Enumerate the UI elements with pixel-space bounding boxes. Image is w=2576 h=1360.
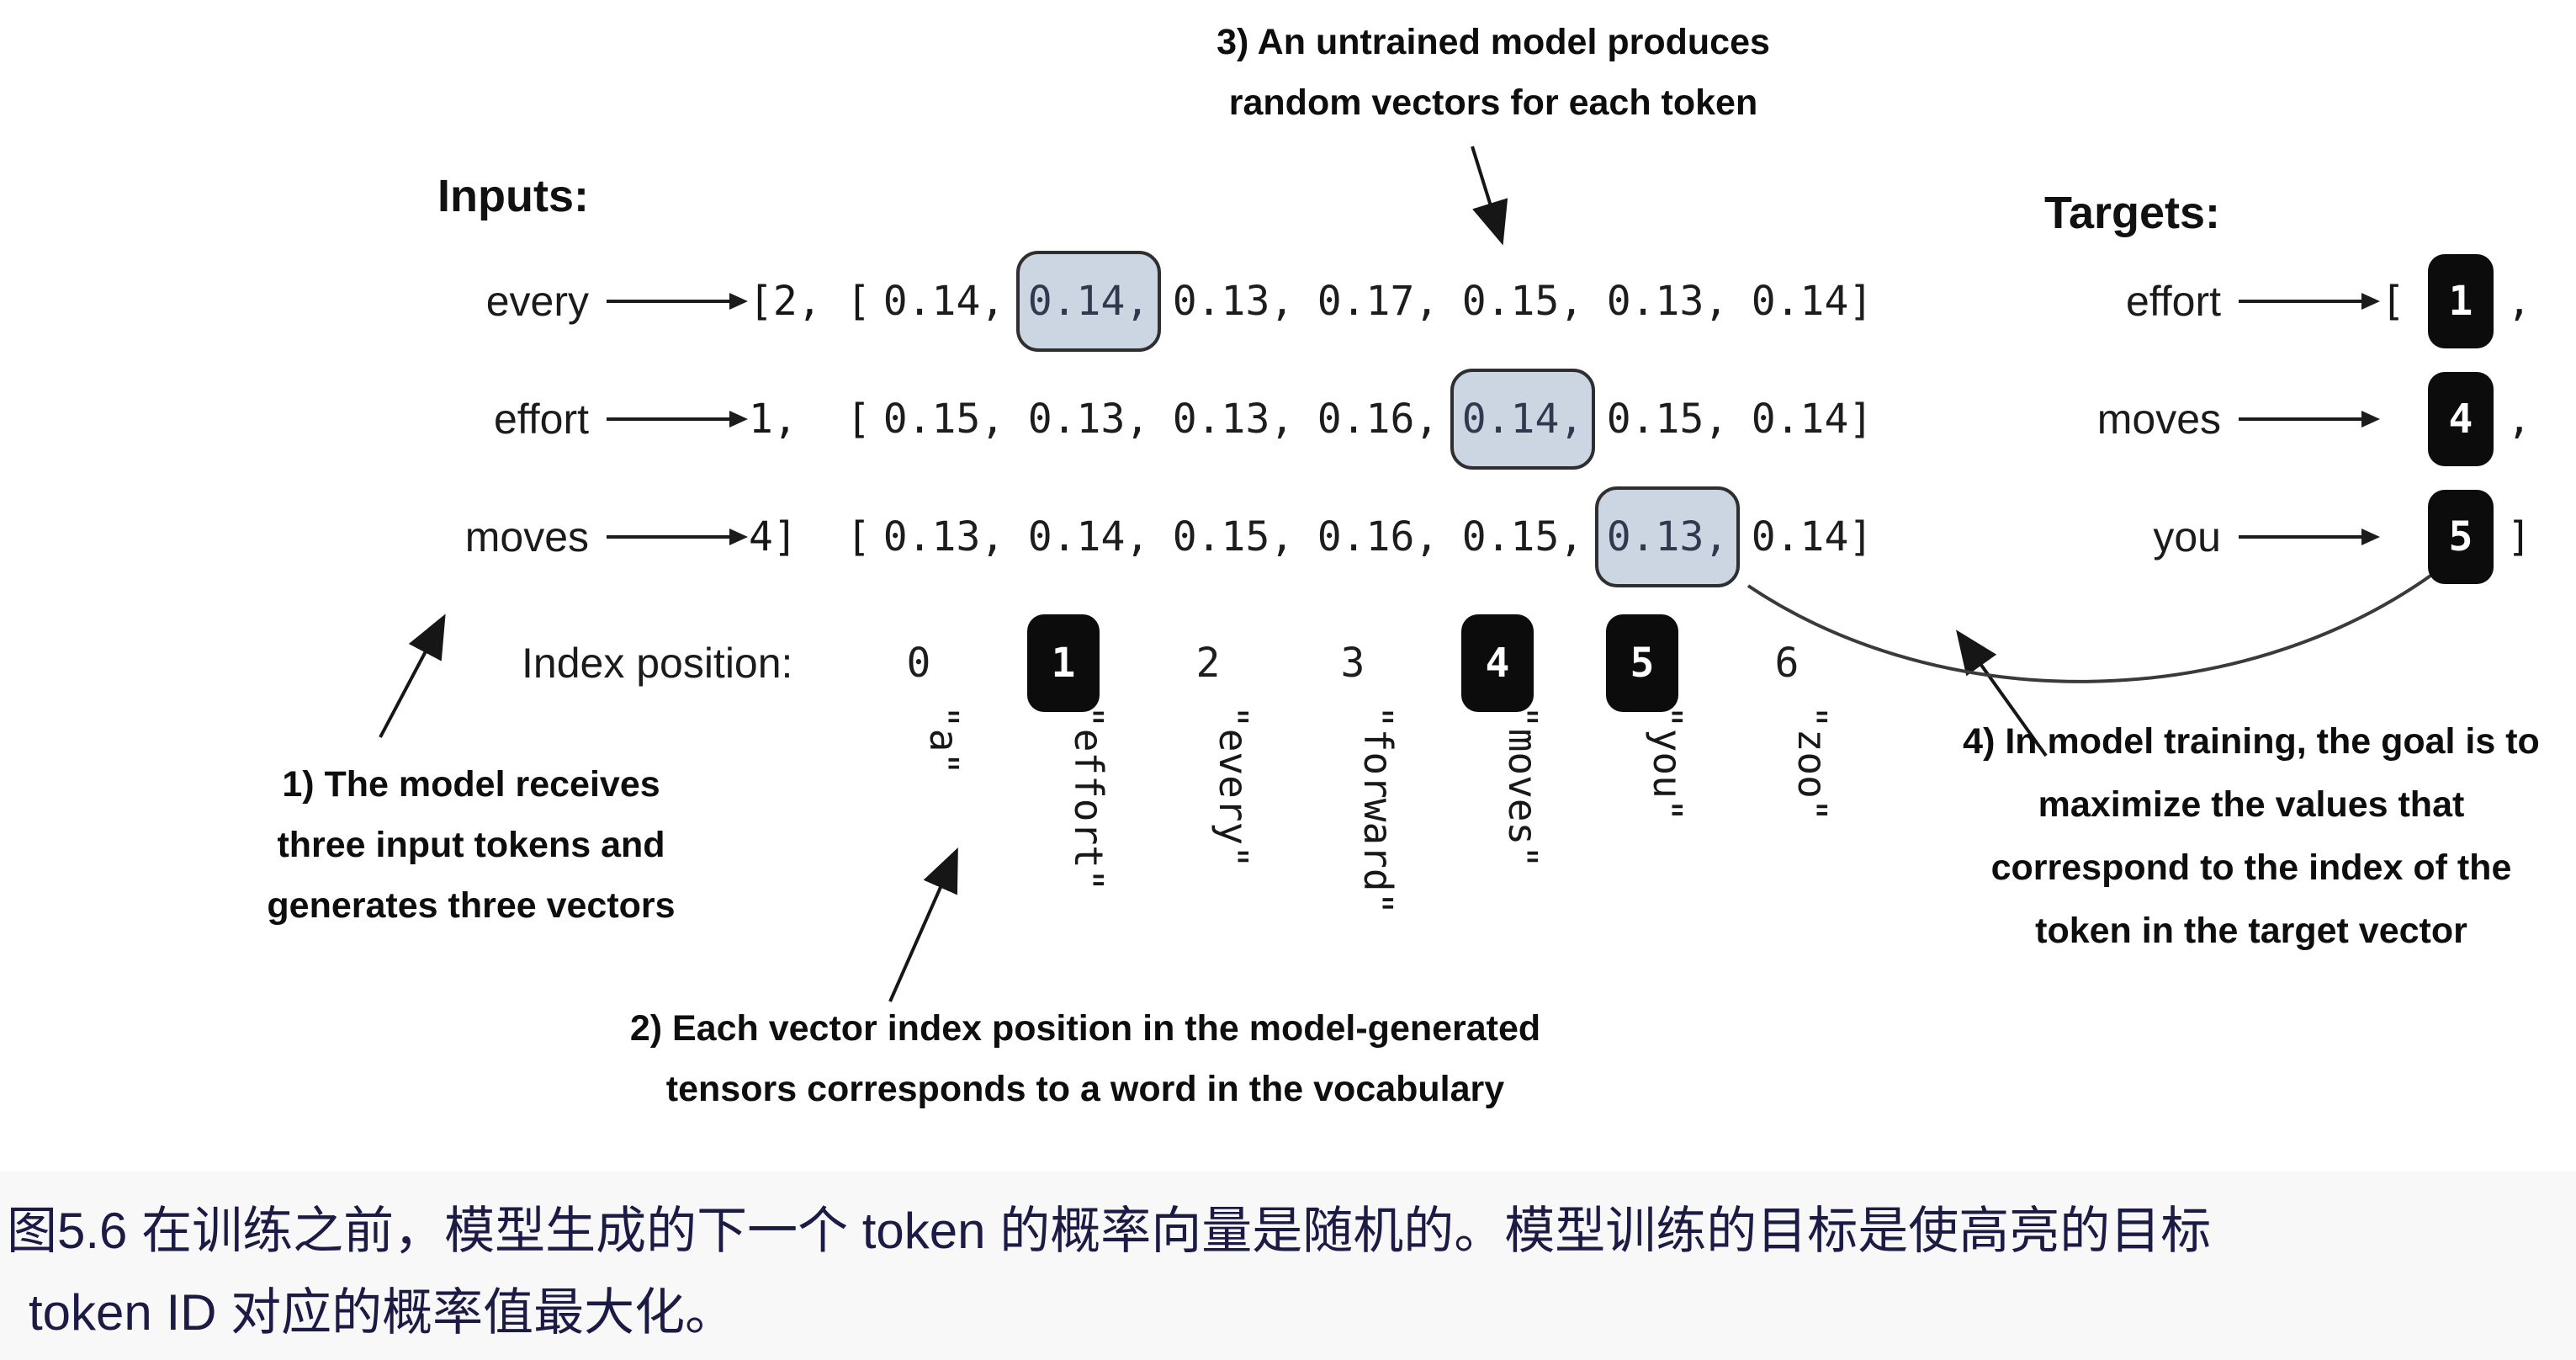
index-1-highlighted: 1	[991, 614, 1136, 712]
vocab-word-moves: "moves"	[1500, 705, 1545, 869]
input-row-moves: moves 4] [ 0.13, 0.14, 0.15, 0.16, 0.15,…	[387, 481, 1884, 592]
annotation-3-line1: 3) An untrained model produces	[1216, 22, 1770, 62]
annotation-2: 2) Each vector index position in the mod…	[471, 998, 1699, 1119]
caption-line1: 图5.6 在训练之前，模型生成的下一个 token 的概率向量是随机的。模型训练…	[7, 1203, 2212, 1259]
vector-value: 0.15,	[1461, 513, 1584, 560]
vocab-word-zoo: "zoo"	[1789, 705, 1835, 822]
annotation-1-line3: generates three vectors	[267, 885, 676, 926]
annotation-3-line2: random vectors for each token	[1228, 82, 1758, 123]
vector-value: 0.13,	[1172, 396, 1295, 443]
annotation-4: 4) In model training, the goal is to max…	[1927, 710, 2576, 963]
target-row-you: you 5 ]	[2002, 481, 2531, 592]
target-word: effort	[2125, 278, 2221, 325]
annotation-1-line2: three input tokens and	[277, 825, 665, 865]
target-id-badge: 5	[2428, 490, 2494, 584]
vector-value-highlighted: 0.14,	[1015, 251, 1162, 352]
vector-value: 0.14]	[1751, 513, 1874, 560]
input-word: effort	[493, 396, 589, 443]
annotation-2-line2: tensors corresponds to a word in the voc…	[665, 1069, 1505, 1109]
vocabulary-row: "a" "effort" "every" "forward" "moves" "…	[872, 705, 1884, 1017]
annotation-4-line2: maximize the values that	[2038, 784, 2465, 825]
vector-value: 0.14,	[883, 278, 1005, 325]
target-separator: ,	[2507, 396, 2531, 443]
targets-heading: Targets:	[2044, 188, 2221, 238]
vector-value: 0.16,	[1317, 396, 1439, 443]
vector-open-bracket: [	[846, 396, 871, 443]
vector-value-highlighted: 0.13,	[1594, 486, 1741, 587]
vector-value: 0.13,	[883, 513, 1005, 560]
arrow-right-icon	[2221, 529, 2381, 545]
annotation-1: 1) The model receives three input tokens…	[93, 754, 850, 936]
token-id: 4]	[749, 513, 798, 560]
token-id: 1,	[749, 396, 798, 443]
inputs-heading: Inputs:	[437, 171, 589, 221]
vocab-word-forward: "forward"	[1355, 705, 1401, 916]
vocab-word-effort: "effort"	[1066, 705, 1111, 892]
index-badge: 1	[1027, 614, 1100, 712]
caption-line2: token ID 对应的概率值最大化。	[29, 1284, 736, 1341]
vector-value: 0.15,	[1172, 513, 1295, 560]
vector-value: 0.14]	[1751, 396, 1874, 443]
annotation-4-line1: 4) In model training, the goal is to	[1963, 721, 2540, 762]
index-4-highlighted: 4	[1425, 614, 1570, 712]
vector-value: 0.13,	[1172, 278, 1295, 325]
index-6: 6	[1774, 640, 1799, 687]
vector-value: 0.14]	[1751, 278, 1874, 325]
target-id-badge: 1	[2428, 254, 2494, 348]
input-row-effort: effort 1, [ 0.15, 0.13, 0.13, 0.16, 0.14…	[387, 364, 1884, 475]
index-3: 3	[1340, 640, 1365, 687]
target-row-effort: effort [ 1 ,	[2002, 246, 2531, 357]
vector-value: 0.16,	[1317, 513, 1439, 560]
annotation-3: 3) An untrained model produces random ve…	[1161, 12, 1826, 133]
vector-value: 0.15,	[1461, 278, 1584, 325]
index-5-highlighted: 5	[1570, 614, 1715, 712]
arrow-right-icon	[589, 529, 749, 545]
vector-value: 0.14,	[1027, 513, 1150, 560]
annotation-4-line4: token in the target vector	[2035, 911, 2467, 951]
index-position-label: Index position:	[522, 640, 793, 687]
index-2: 2	[1195, 640, 1221, 687]
arrow-right-icon	[2221, 411, 2381, 428]
caption-background	[0, 1171, 2576, 1360]
vector-value: 0.15,	[1606, 396, 1729, 443]
figure-caption: 图5.6 在训练之前，模型生成的下一个 token 的概率向量是随机的。模型训练…	[7, 1190, 2564, 1353]
target-word: you	[2153, 513, 2221, 560]
highlight-box: 0.14,	[1015, 251, 1162, 352]
vocab-word-every: "every"	[1211, 705, 1256, 869]
vector-open-bracket: [	[846, 513, 871, 560]
vector-value: 0.17,	[1317, 278, 1439, 325]
annotation-4-line3: correspond to the index of the	[1990, 847, 2512, 888]
highlight-box: 0.13,	[1594, 486, 1741, 587]
input-row-every: every [2, [ 0.14, 0.14, 0.13, 0.17, 0.15…	[387, 246, 1884, 357]
target-separator: ,	[2507, 278, 2531, 325]
vector-value: 0.13,	[1027, 396, 1150, 443]
target-close-bracket: ]	[2507, 513, 2531, 560]
target-word: moves	[2096, 396, 2221, 443]
vector-value-highlighted: 0.14,	[1450, 369, 1596, 470]
arrow-right-icon	[589, 411, 749, 428]
vector-value: 0.15,	[883, 396, 1005, 443]
annotation-1-line1: 1) The model receives	[282, 764, 660, 805]
target-open-bracket: [	[2381, 278, 2405, 325]
index-badge: 5	[1606, 614, 1678, 712]
arrow-right-icon	[2221, 293, 2381, 310]
target-id-badge: 4	[2428, 372, 2494, 466]
vector-value: 0.13,	[1606, 278, 1729, 325]
highlight-box: 0.14,	[1450, 369, 1596, 470]
token-id: [2,	[749, 278, 822, 325]
input-word: every	[485, 278, 589, 325]
vector-open-bracket: [	[846, 278, 871, 325]
input-word: moves	[464, 513, 589, 560]
annotation3-arrow	[1471, 146, 1508, 246]
index-position-row: Index position: 0 1 2 3 4 5 6	[387, 608, 1859, 719]
arrow-right-icon	[589, 293, 749, 310]
vocab-word-a: "a"	[921, 705, 967, 776]
target-row-moves: moves 4 ,	[2002, 364, 2531, 475]
annotation-2-line1: 2) Each vector index position in the mod…	[629, 1008, 1541, 1049]
index-badge: 4	[1461, 614, 1534, 712]
index-0: 0	[906, 640, 931, 687]
vocab-word-you: "you"	[1645, 705, 1690, 822]
